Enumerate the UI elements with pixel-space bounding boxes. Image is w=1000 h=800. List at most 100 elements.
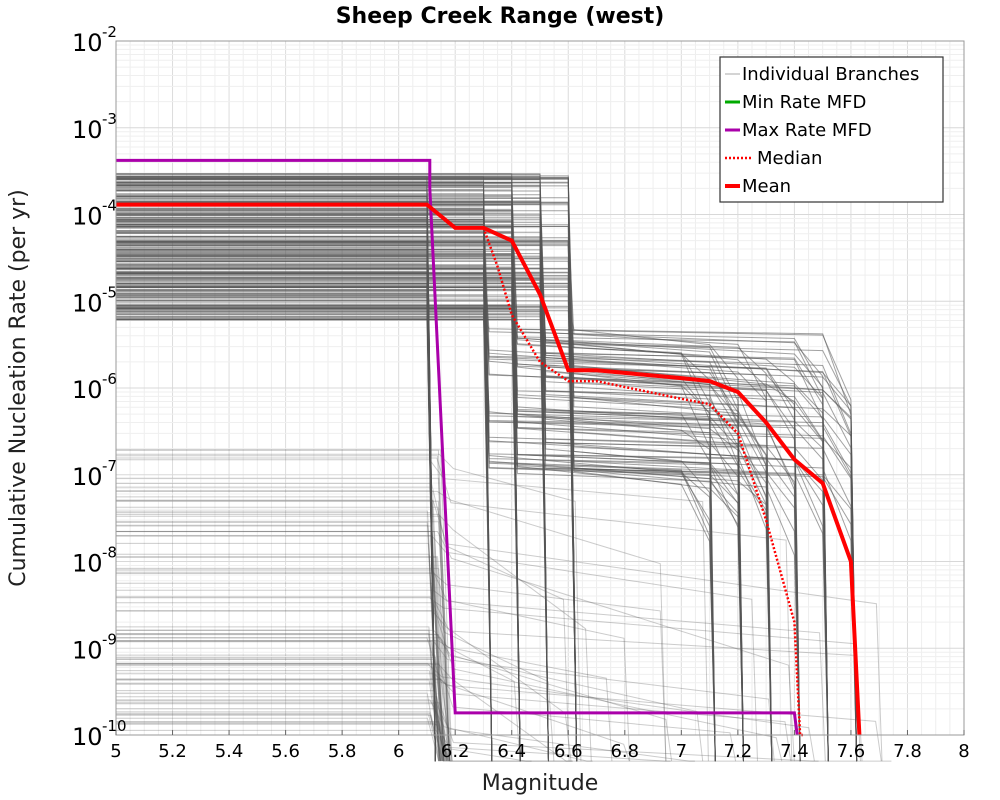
branch-line (116, 531, 795, 762)
x-tick-label: 6.8 (610, 741, 639, 762)
y-axis-ticks: 10-210-310-410-510-610-710-810-910-10 (72, 23, 127, 751)
branch-line (116, 629, 441, 762)
x-tick-label: 7.4 (780, 741, 809, 762)
branch-line (116, 610, 572, 762)
branch-line (116, 506, 450, 762)
y-tick-exponent: -4 (102, 197, 117, 215)
branch-line (116, 455, 450, 762)
y-tick-label: 10 (72, 289, 103, 317)
branch-line (116, 717, 440, 762)
branch-line (116, 699, 593, 762)
branch-line (116, 300, 436, 762)
branch-line (116, 310, 801, 762)
branch-line (116, 542, 441, 762)
branch-line (116, 723, 449, 762)
x-tick-label: 7 (676, 741, 687, 762)
branch-line (116, 530, 444, 762)
branch-line (116, 657, 448, 762)
branch-line (116, 271, 436, 762)
branch-line (116, 535, 445, 762)
x-tick-label: 6 (393, 741, 404, 762)
branch-line (116, 714, 443, 762)
x-tick-label: 6.6 (554, 741, 583, 762)
branch-line (116, 457, 793, 762)
branch-line (116, 197, 578, 762)
series-max-rate-mfd (116, 158, 799, 736)
branch-line (116, 658, 447, 762)
y-tick-exponent: -10 (102, 717, 127, 735)
branch-line (116, 208, 801, 762)
branch-line (116, 486, 442, 762)
y-tick-exponent: -9 (102, 630, 117, 648)
branch-line (116, 512, 443, 762)
x-tick-label: 8 (958, 741, 969, 762)
branch-line (116, 662, 737, 762)
y-tick-label: 10 (72, 463, 103, 491)
branch-line (116, 280, 521, 762)
y-tick-exponent: -6 (102, 370, 117, 388)
branch-line (116, 244, 716, 762)
branch-line (116, 201, 773, 762)
branch-line (116, 276, 578, 762)
y-tick-label: 10 (72, 550, 103, 578)
branch-line (116, 524, 440, 762)
branch-line (116, 721, 450, 762)
y-tick-label: 10 (72, 723, 103, 751)
branch-line (116, 255, 436, 762)
legend-label: Individual Branches (742, 64, 919, 85)
legend: Individual Branches Min Rate MFD Max Rate … (719, 56, 944, 203)
branch-line (116, 286, 521, 762)
branch-line (116, 521, 451, 762)
branch-line (116, 496, 442, 762)
y-tick-label: 10 (72, 636, 103, 664)
branch-line (116, 477, 451, 762)
x-axis-label: Magnitude (482, 771, 599, 796)
branch-line (116, 640, 775, 762)
x-tick-label: 5.2 (158, 741, 187, 762)
branch-line (116, 490, 667, 762)
branch-line (116, 258, 436, 762)
legend-label: Median (757, 148, 822, 169)
branch-line (116, 251, 436, 762)
branch-line (116, 297, 436, 762)
branch-line (116, 510, 440, 762)
legend-label: Min Rate MFD (742, 92, 866, 113)
y-tick-exponent: -5 (102, 283, 117, 301)
branch-line (116, 319, 716, 762)
individual-branches (116, 173, 892, 762)
plot-frame (115, 40, 965, 736)
branch-line (116, 499, 444, 762)
branch-line (116, 663, 815, 762)
branch-line (116, 295, 436, 762)
branch-line (116, 307, 858, 762)
branch-line (116, 265, 716, 762)
branch-line (116, 525, 444, 762)
y-tick-exponent: -8 (102, 544, 117, 562)
branch-line (116, 692, 439, 762)
branch-line (116, 208, 521, 762)
branch-line (116, 670, 442, 762)
y-tick-exponent: -7 (102, 457, 117, 475)
branch-line (116, 210, 716, 762)
branch-line (116, 284, 716, 762)
branch-line (116, 531, 447, 762)
x-tick-label: 6.4 (497, 741, 526, 762)
branch-line (116, 184, 436, 762)
x-tick-label: 5.4 (215, 741, 244, 762)
branch-line (116, 449, 453, 762)
branch-line (116, 287, 801, 762)
branch-line (116, 255, 436, 762)
branch-line (116, 658, 443, 762)
branch-line (116, 312, 858, 762)
branch-line (116, 663, 444, 762)
branch-line (116, 279, 744, 762)
branch-line (116, 449, 451, 762)
branch-line (116, 582, 445, 762)
y-axis-label: Cumulative Nucleation Rate (per yr) (6, 189, 31, 587)
branch-line (116, 571, 667, 762)
branch-line (116, 304, 436, 762)
legend-box (719, 56, 944, 203)
branch-line (116, 700, 695, 762)
branch-line (116, 286, 436, 762)
